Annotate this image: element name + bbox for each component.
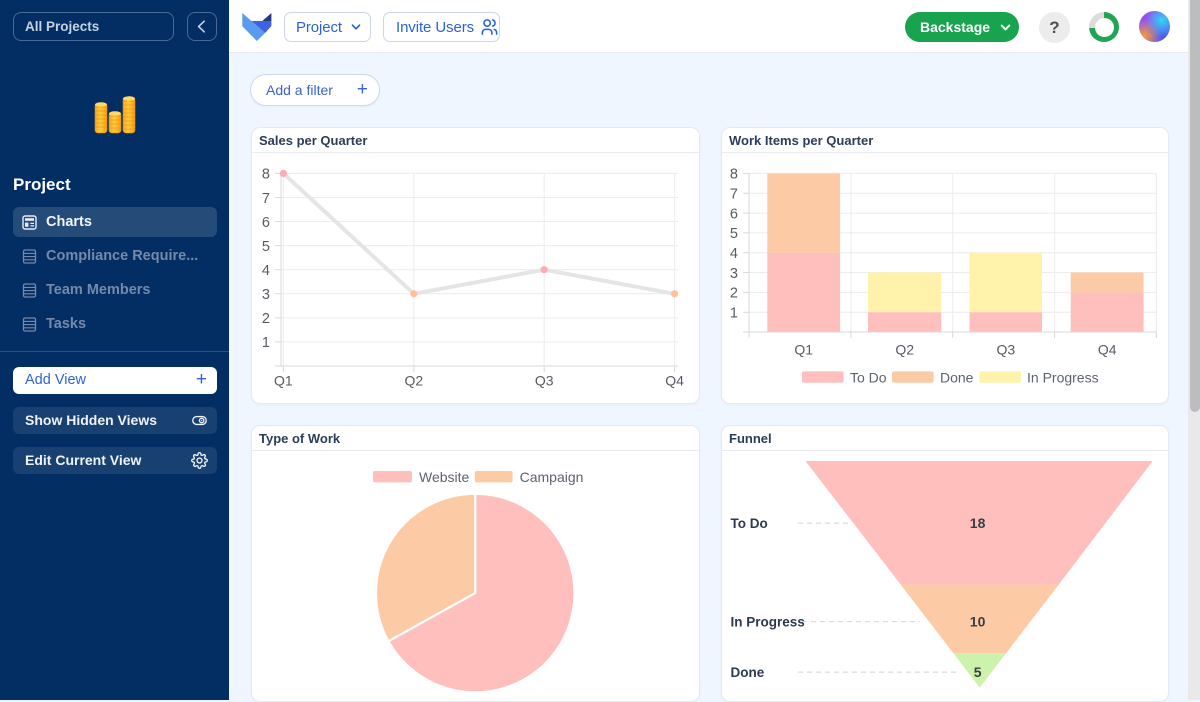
svg-text:Q4: Q4 [665,372,684,388]
svg-text:2: 2 [730,286,738,302]
svg-text:Done: Done [940,369,974,385]
svg-text:5: 5 [730,226,738,242]
svg-text:Done: Done [731,665,765,680]
svg-text:Q2: Q2 [404,372,423,388]
svg-text:2: 2 [262,311,270,327]
svg-text:To Do: To Do [731,516,768,531]
svg-text:10: 10 [970,614,986,630]
svg-text:6: 6 [730,206,738,222]
svg-text:18: 18 [970,515,986,531]
svg-text:Q2: Q2 [895,341,914,357]
svg-text:Q4: Q4 [1098,341,1117,357]
svg-text:In Progress: In Progress [731,614,805,629]
svg-text:5: 5 [262,239,270,255]
svg-text:1: 1 [262,335,270,351]
svg-text:In Progress: In Progress [1027,369,1099,385]
svg-text:1: 1 [730,306,738,322]
svg-text:Q3: Q3 [996,341,1015,357]
svg-text:3: 3 [730,266,738,282]
svg-text:8: 8 [730,167,738,183]
svg-text:To Do: To Do [850,369,887,385]
svg-text:7: 7 [730,187,738,203]
svg-text:Q1: Q1 [794,341,813,357]
svg-text:6: 6 [262,215,270,231]
svg-text:5: 5 [974,664,982,680]
svg-text:Q3: Q3 [535,372,554,388]
svg-text:4: 4 [262,263,270,279]
svg-text:4: 4 [730,246,738,262]
svg-text:Q1: Q1 [274,372,293,388]
svg-text:3: 3 [262,287,270,303]
svg-text:7: 7 [262,191,270,207]
svg-text:8: 8 [262,167,270,183]
svg-text:Campaign: Campaign [520,469,584,485]
svg-text:Website: Website [419,469,470,485]
